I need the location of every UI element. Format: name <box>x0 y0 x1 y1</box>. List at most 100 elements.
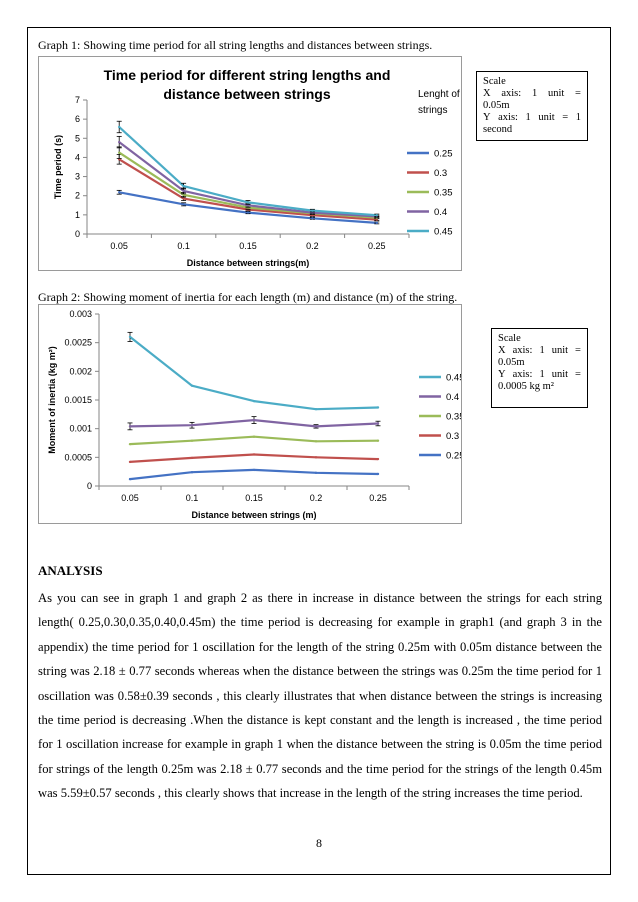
chart1-point-0-25-0 <box>118 191 121 194</box>
page-border <box>27 27 611 875</box>
chart1-point-0-3-1 <box>182 197 185 200</box>
chart1-point-0-25-4 <box>375 221 378 225</box>
chart2-point-0-25-1 <box>190 471 194 474</box>
chart2-point-0-35-0 <box>128 442 132 446</box>
chart1-y-tick-label-6: 6 <box>75 114 80 124</box>
chart1-point-0-35-0 <box>118 151 121 154</box>
chart1-y-tick-label-5: 5 <box>75 133 80 143</box>
chart2-x-tick-label-0-1: 0.1 <box>186 493 199 503</box>
chart1-y-tick-label-0: 0 <box>75 229 80 239</box>
chart1-x-tick-label-0-05: 0.05 <box>110 241 128 251</box>
scale2-y-eq: = <box>575 369 581 380</box>
chart2-legend-label-0-35: 0.35 <box>446 412 461 423</box>
scale1-y-value: second <box>483 124 513 135</box>
scale1-y-row: Y axis: 1 unit = 1 <box>483 112 581 124</box>
chart1-point-0-45-1 <box>182 184 185 188</box>
chart1-legend-label-0-35: 0.35 <box>434 188 453 199</box>
scale1-y-eq: = <box>562 112 569 123</box>
graph2-caption: Graph 2: Showing moment of inertia for e… <box>38 290 458 304</box>
chart2-y-tick-label-0: 0 <box>87 481 92 491</box>
scale2-y-prefix: Y <box>498 369 506 380</box>
chart1-y-tick-label-4: 4 <box>75 152 80 162</box>
chart2-point-0-4-2 <box>252 418 256 422</box>
chart1-point-0-25-1 <box>182 203 185 206</box>
chart2-point-0-45-0 <box>128 335 132 339</box>
scale2-y-axis: axis: <box>512 369 533 380</box>
scale2-y-row: Y axis: 1 unit = <box>498 369 581 381</box>
chart1-x-tick-label-0-25: 0.25 <box>368 241 386 251</box>
chart1-y-tick-label-1: 1 <box>75 210 80 220</box>
page-number: 8 <box>316 836 322 850</box>
scale2-x-value: 0.05m <box>498 357 525 368</box>
chart2-point-0-4-3 <box>314 425 318 428</box>
graph1-caption: Graph 1: Showing time period for all str… <box>38 38 433 52</box>
chart1-point-0-45-4 <box>375 214 378 217</box>
analysis-text: As you can see in graph 1 and graph 2 as… <box>38 591 602 801</box>
scale1-y-one: 1 <box>575 112 581 123</box>
chart1-y-tick-label-3: 3 <box>75 172 80 182</box>
chart2-y-tick-label-0-001: 0.001 <box>69 424 92 434</box>
chart2-point-0-25-2 <box>252 468 256 472</box>
chart1-legend-label-0-3: 0.3 <box>434 168 447 179</box>
chart2-x-tick-label-0-05: 0.05 <box>121 493 139 503</box>
chart2-point-0-4-1 <box>190 424 194 427</box>
scale2-y-unit-num: 1 <box>539 369 545 380</box>
scale1-title: Scale <box>483 76 506 87</box>
scale2-box: Scale X axis: 1 unit = 0.05m Y axis: 1 u… <box>491 328 588 408</box>
scale1-y-prefix: Y <box>483 112 491 123</box>
chart2-y-axis-label: Moment of inertia (kg m²) <box>47 346 57 454</box>
chart1-x-axis-label: Distance between strings(m) <box>187 258 310 268</box>
chart2-point-0-45-1 <box>190 384 194 387</box>
chart2-point-0-35-1 <box>190 439 194 442</box>
scale2-x-unit: unit <box>551 345 569 356</box>
scale2-x-axis: axis: <box>512 345 533 356</box>
chart2-x-tick-label-0-25: 0.25 <box>369 493 387 503</box>
chart2-box: 0 0.0005 0.001 0.0015 0.002 0.0025 0.003 0.05 0.… <box>38 304 465 524</box>
chart1-y-tick-label-7: 7 <box>75 95 80 105</box>
chart2-y-tick-label-0-0005: 0.0005 <box>64 452 92 462</box>
scale1-x-unit-num: 1 <box>531 88 538 99</box>
chart1-point-0-25-3 <box>311 217 314 220</box>
chart2-svg: 0 0.0005 0.001 0.0015 0.002 0.0025 0.003 0.05 0.… <box>47 309 465 520</box>
scale1-x-unit: unit <box>547 88 565 99</box>
scale2-y-value: 0.0005 kg m² <box>498 381 554 392</box>
scale2-x-prefix: X <box>498 345 506 356</box>
chart2-point-0-3-0 <box>128 460 132 464</box>
chart2-y-tick-label-0-0015: 0.0015 <box>64 395 92 405</box>
scale1-box: Scale X axis: 1 unit = 0.05m Y axis: 1 u… <box>476 71 588 141</box>
chart1-y-tick-label-2: 2 <box>75 191 80 201</box>
scale1-y-unit-num: 1 <box>525 112 531 123</box>
chart2-point-0-35-4 <box>376 439 380 442</box>
chart2-x-axis-label: Distance between strings (m) <box>191 510 316 520</box>
chart1-x-tick-label-0-1: 0.1 <box>177 241 190 251</box>
chart2-point-0-35-3 <box>314 440 318 443</box>
chart2-legend-label-0-25: 0.25 <box>446 451 461 462</box>
chart2-x-tick-label-0-2: 0.2 <box>310 493 323 503</box>
chart1-point-0-4-1 <box>182 189 185 193</box>
chart1-y-axis-label: Time period (s) <box>53 135 63 199</box>
chart2-legend-label-0-45: 0.45 <box>446 373 461 384</box>
chart2-y-tick-label-0-003: 0.003 <box>69 309 92 319</box>
chart2-series-line-0-45 <box>129 336 379 411</box>
scale1-x-value: 0.05m <box>483 100 510 111</box>
chart1-point-0-45-3 <box>311 209 314 212</box>
chart1-box: Time period for different string lengths… <box>38 56 462 271</box>
scale1-x-eq: = <box>575 88 581 99</box>
chart2-point-0-3-2 <box>252 453 256 456</box>
chart2-y-tick-label-0-0025: 0.0025 <box>64 338 92 348</box>
chart2-point-0-3-3 <box>314 456 318 459</box>
chart1-point-0-45-0 <box>118 125 121 129</box>
scale2-title: Scale <box>498 333 521 344</box>
chart1-legend-label-0-45: 0.45 <box>434 227 453 238</box>
chart1-legend-label-0-25: 0.25 <box>434 149 453 160</box>
chart1-legend-label-0-4: 0.4 <box>434 207 447 218</box>
chart2-point-0-3-4 <box>376 457 380 461</box>
scale1-x-prefix: X <box>483 88 491 99</box>
chart2-point-0-45-2 <box>252 399 256 403</box>
chart2-point-0-4-0 <box>128 425 132 428</box>
chart1-legend-title: Lenght of strings <box>418 89 460 116</box>
chart2-point-0-3-1 <box>190 456 194 460</box>
scale1-x-axis: axis: <box>501 88 522 99</box>
chart1-svg: 0 1 2 3 4 5 6 7 0.05 0.1 0.15 0.2 0.25 Distance betwe… <box>53 95 453 268</box>
chart2-point-0-35-2 <box>252 435 256 438</box>
